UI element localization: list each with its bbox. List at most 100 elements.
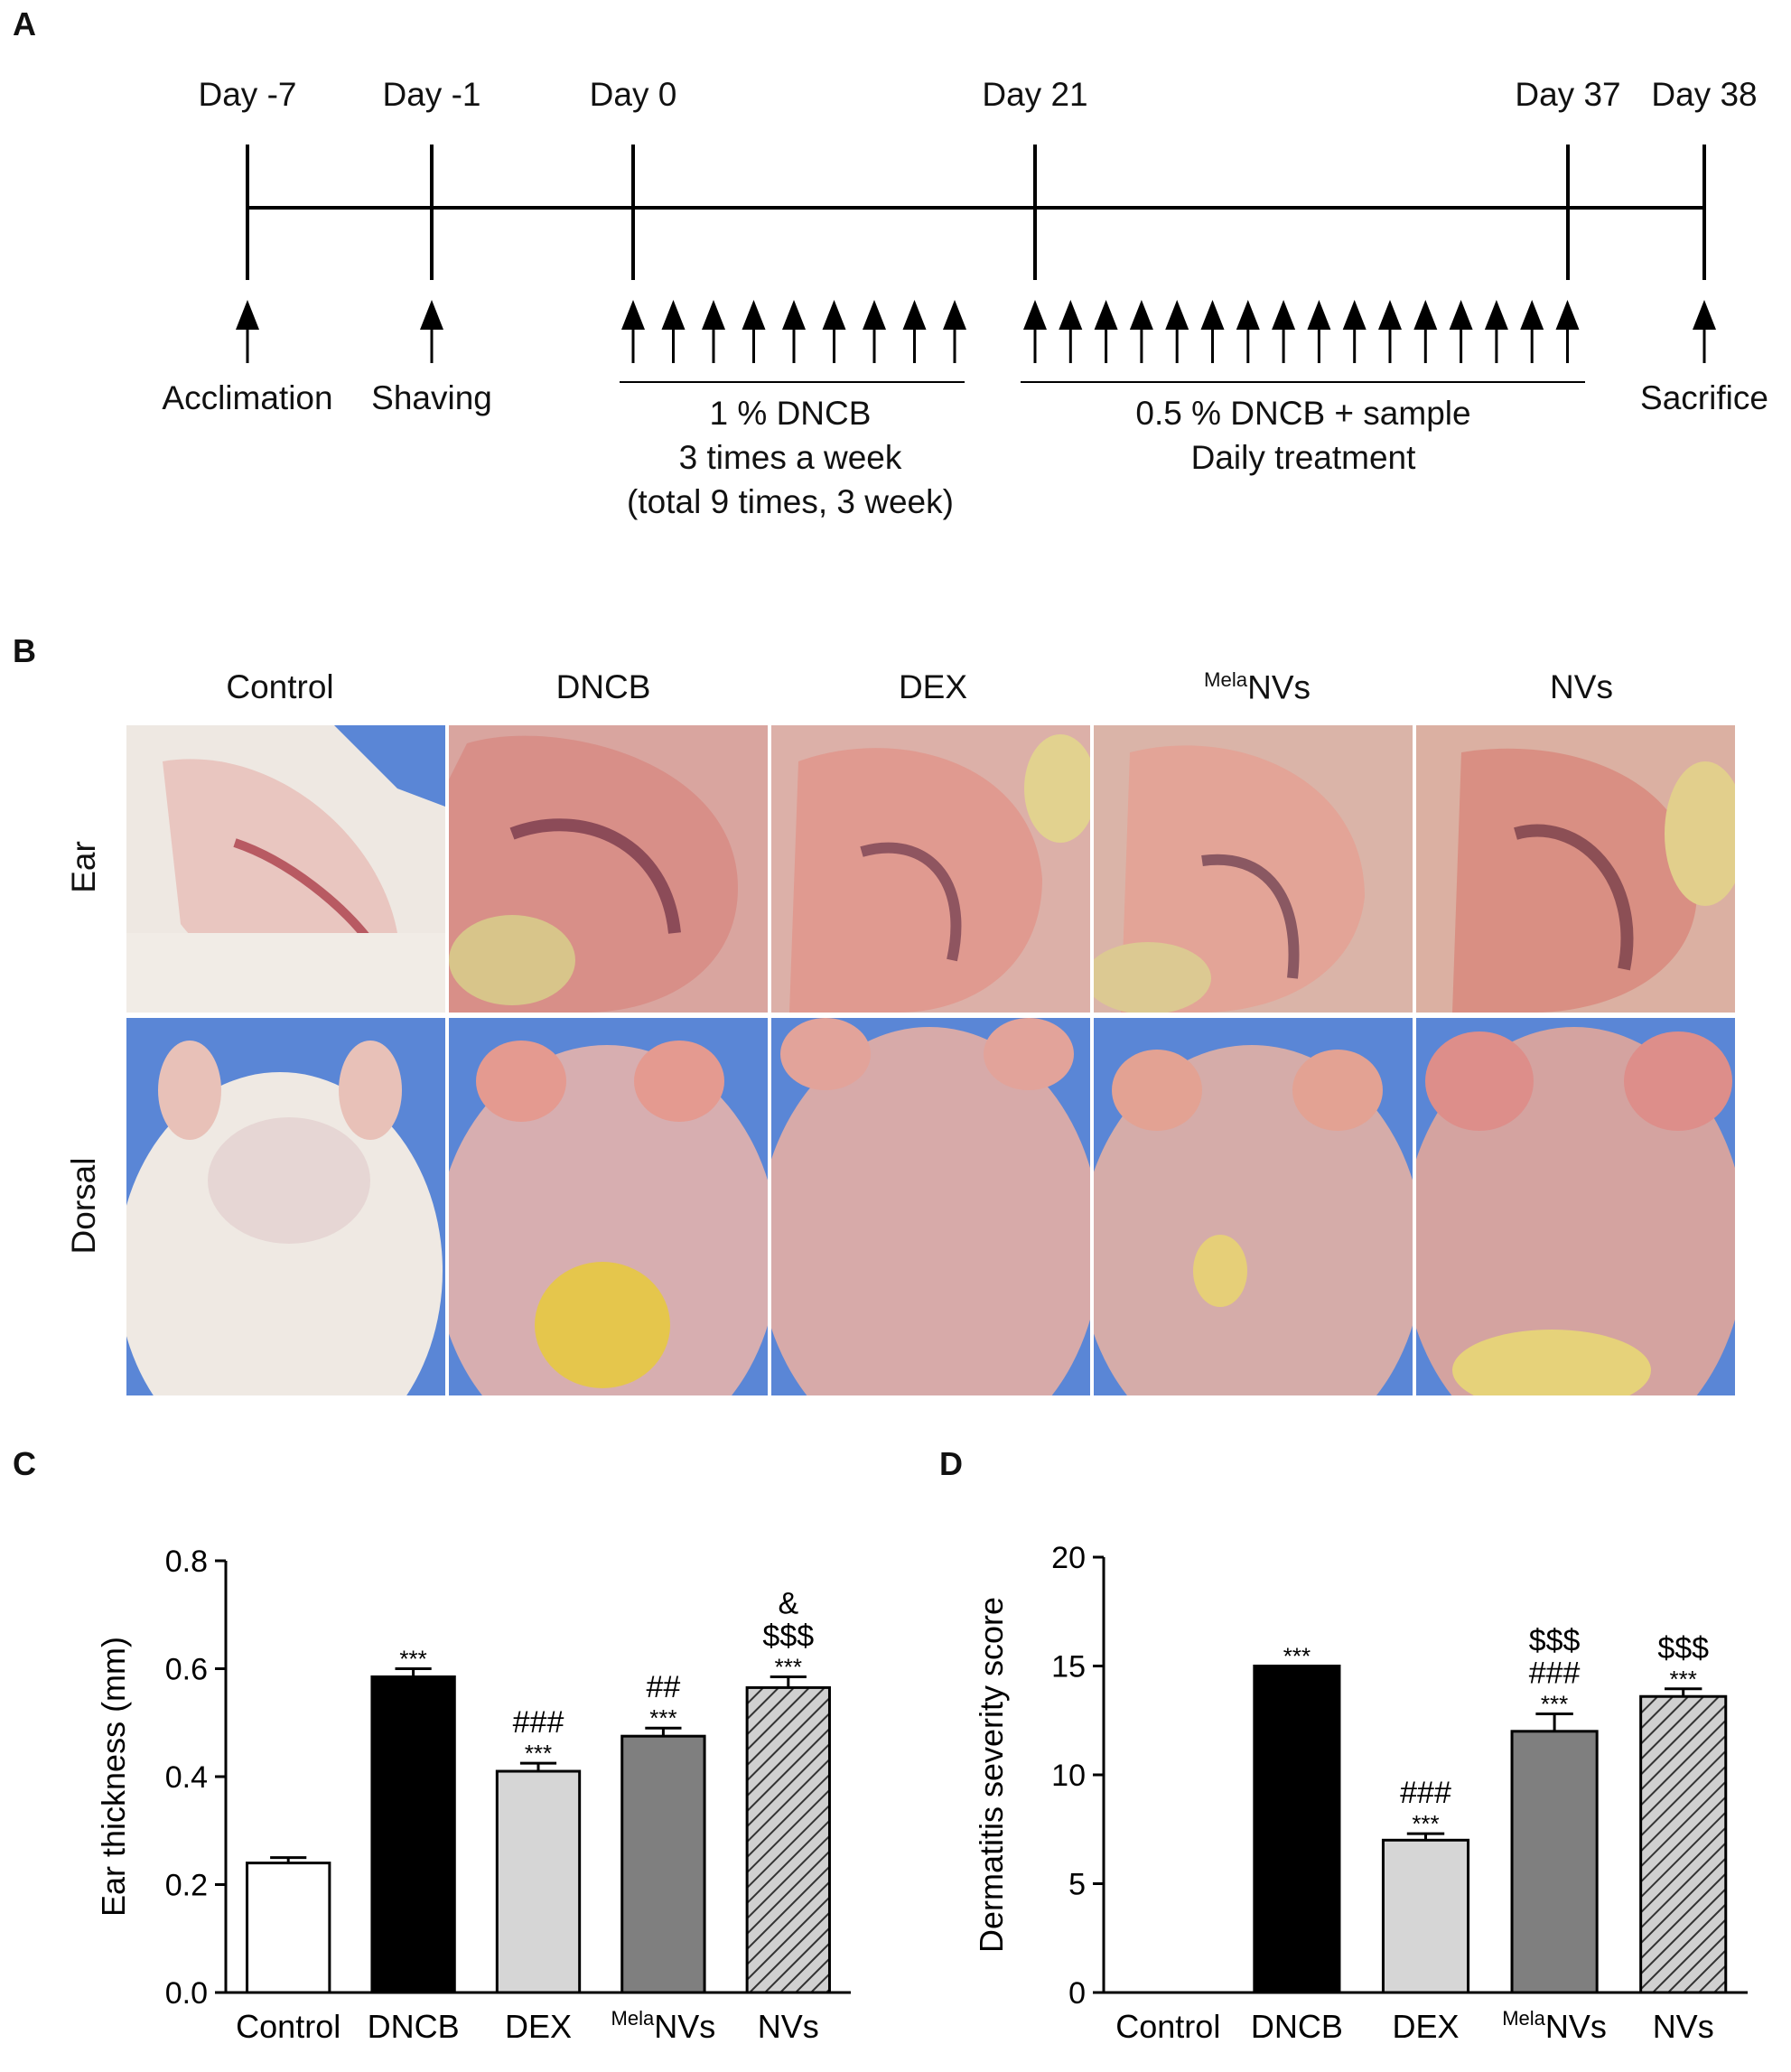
event-acclimation: Acclimation — [162, 379, 333, 416]
photo-dorsal-dncb — [449, 1018, 768, 1395]
timeline-arrow — [1023, 300, 1047, 363]
significance-label: $$$ — [1529, 1624, 1581, 1658]
phase1-line2: 3 times a week — [678, 439, 902, 476]
x-tick-label: NVs — [1653, 2008, 1714, 2045]
photo-dorsal-melanvs — [1094, 1018, 1413, 1395]
photo-dorsal-nvs — [1416, 1018, 1735, 1395]
x-tick-label: Control — [236, 2008, 340, 2045]
timeline-arrow — [1555, 300, 1580, 363]
timeline-arrow — [1129, 300, 1153, 363]
group-label-nvs: NVs — [1550, 668, 1613, 705]
timeline-arrow — [1165, 300, 1189, 363]
timeline-diagram — [236, 145, 1716, 383]
significance-label: ### — [1400, 1776, 1451, 1810]
phase1-text: 1 % DNCB 3 times a week (total 9 times, … — [627, 391, 954, 524]
timeline-arrow — [236, 300, 259, 363]
timeline-arrow — [1094, 300, 1118, 363]
timeline-arrow — [1520, 300, 1544, 363]
timeline-arrow — [863, 300, 886, 363]
panel-a-label: A — [13, 5, 36, 42]
bar-group — [246, 1856, 331, 1994]
day-label: Day 38 — [1651, 76, 1758, 113]
phase2-text: 0.5 % DNCB + sample Daily treatment — [1135, 391, 1470, 480]
bar-group: ***$$$ — [1639, 1631, 1728, 1994]
bar — [745, 1685, 831, 1994]
photo-ear-control — [126, 725, 445, 1013]
x-tick-label: Control — [1115, 2008, 1220, 2045]
row-label-ear: Ear — [65, 841, 102, 893]
x-tick-label: DEX — [1392, 2008, 1459, 2045]
significance-label: *** — [1283, 1643, 1311, 1670]
x-tick-label: DNCB — [1251, 2008, 1343, 2045]
panel-d-label: D — [939, 1445, 963, 1482]
y-tick-label: 10 — [1051, 1759, 1086, 1793]
day-label: Day 37 — [1515, 76, 1621, 113]
group-label-mela-main: NVs — [1247, 668, 1311, 706]
timeline-arrow — [1272, 300, 1296, 363]
significance-label: *** — [525, 1740, 552, 1767]
bar-group: ***## — [620, 1670, 706, 1994]
significance-label: *** — [1412, 1810, 1439, 1837]
x-tick-label: DNCB — [368, 2008, 460, 2045]
significance-label: *** — [1670, 1666, 1697, 1693]
significance-label: $$$ — [762, 1619, 814, 1653]
panel-c-label: C — [13, 1445, 36, 1482]
y-tick-label: 20 — [1051, 1541, 1086, 1575]
timeline-arrow — [702, 300, 725, 363]
y-tick-label: 0.8 — [165, 1545, 208, 1579]
y-tick-label: 0 — [1068, 1976, 1086, 2011]
day-label: Day 21 — [982, 76, 1088, 113]
day-label: Day 0 — [589, 76, 677, 113]
significance-label: ### — [1529, 1657, 1581, 1691]
timeline-arrow — [1236, 300, 1260, 363]
event-sacrifice: Sacrifice — [1640, 379, 1768, 416]
chart-dermatitis-score: 0 5 10 15 20 Dermatitis severity score Control… — [973, 1541, 1748, 2045]
bar-group: ***### — [495, 1705, 582, 1994]
y-tick-label: 0.4 — [165, 1760, 208, 1795]
group-label-melanvs: MelaNVs — [1204, 668, 1311, 706]
timeline-arrow — [1378, 300, 1402, 363]
day-label: Day -1 — [382, 76, 481, 113]
photo-ear-nvs — [1416, 725, 1735, 1013]
timeline-arrow — [1449, 300, 1473, 363]
day-label: Day -7 — [198, 76, 297, 113]
timeline-arrow — [1484, 300, 1508, 363]
timeline-arrow — [1413, 300, 1438, 363]
y-tick-label: 5 — [1068, 1868, 1086, 1902]
group-label-dncb: DNCB — [555, 668, 651, 705]
bar — [620, 1734, 706, 1994]
timeline-arrow — [1307, 300, 1331, 363]
x-tick-label: NVs — [758, 2008, 819, 2045]
panel-b-label: B — [13, 632, 36, 669]
bar-group: ***### — [1381, 1776, 1470, 1994]
photo-dorsal-control — [126, 1018, 445, 1395]
y-tick-label: 15 — [1051, 1650, 1086, 1685]
group-label-dex: DEX — [898, 668, 968, 705]
significance-label: ### — [513, 1705, 564, 1740]
phase1-line1: 1 % DNCB — [709, 395, 872, 432]
phase2-line2: Daily treatment — [1190, 439, 1416, 476]
bar-group: *** — [370, 1646, 456, 1994]
y-axis-label: Dermatitis severity score — [973, 1597, 1010, 1953]
bar — [1510, 1730, 1599, 1994]
event-shaving: Shaving — [371, 379, 492, 416]
timeline-arrow — [943, 300, 966, 363]
bar — [1381, 1838, 1470, 1994]
timeline-arrow — [661, 300, 686, 363]
timeline-arrow — [1342, 300, 1367, 363]
phase1-line3: (total 9 times, 3 week) — [627, 483, 954, 520]
chart-ear-thickness: 0.0 0.2 0.4 0.6 0.8 Ear thickness (mm) Control… — [95, 1545, 851, 2045]
timeline-arrow — [1693, 300, 1716, 363]
photo-ear-dex — [771, 725, 1090, 1013]
group-label-mela-sup: Mela — [1204, 668, 1248, 691]
timeline-arrow — [782, 300, 806, 363]
timeline-arrow — [420, 300, 443, 363]
x-tick-label: MelaNVs — [611, 2007, 716, 2045]
group-label-control: Control — [226, 668, 334, 705]
timeline-arrow — [902, 300, 927, 363]
timeline-arrow — [1200, 300, 1225, 363]
significance-label: *** — [775, 1653, 802, 1680]
bar — [246, 1862, 331, 1994]
bar — [1639, 1694, 1728, 1994]
x-tick-label: DEX — [505, 2008, 572, 2045]
